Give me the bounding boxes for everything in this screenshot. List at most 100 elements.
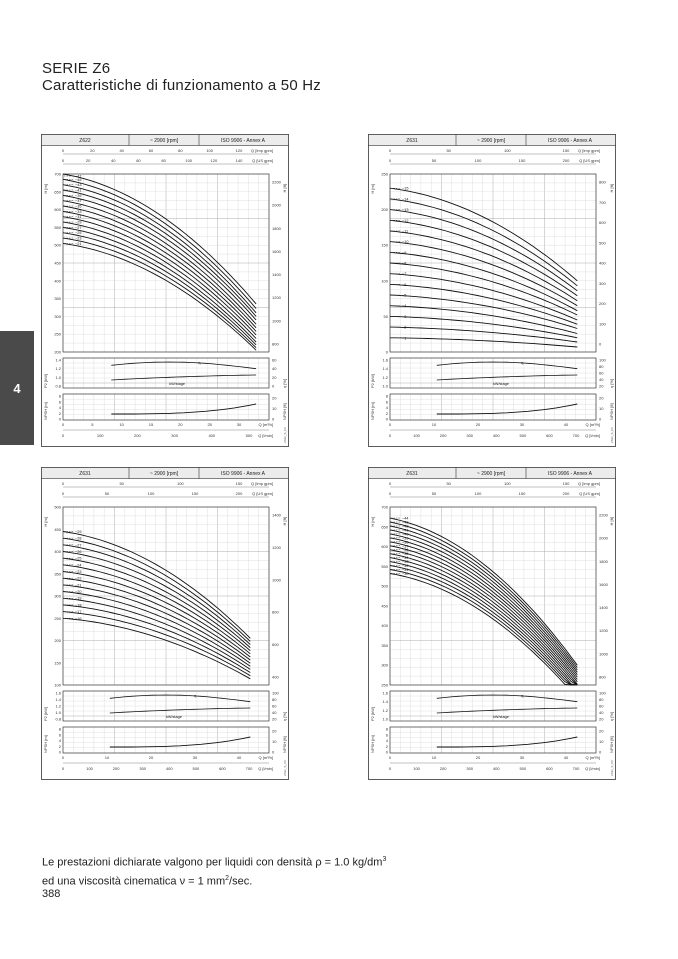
speed-label: ~ 2900 [rpm] — [150, 471, 179, 477]
stage-label: ~20 — [75, 590, 81, 594]
model-label: Z622 — [79, 138, 91, 144]
head-curve — [389, 561, 578, 686]
q-lmin-tick: 500 — [520, 433, 527, 438]
q-imp-tick: 20 — [90, 148, 95, 153]
stage-label: ~25 — [75, 557, 81, 561]
eff-symbol: η — [521, 693, 523, 698]
npsh-tick: 2 — [386, 744, 389, 749]
npsh-tick: 0 — [59, 417, 62, 422]
stage-label: ~23 — [75, 570, 81, 574]
q-us-unit: Q [US gpm] — [252, 158, 273, 163]
npsh-label: NPSH [m] — [370, 735, 375, 753]
head-curve — [389, 517, 578, 666]
h-ft-tick: 0 — [599, 342, 602, 347]
q-us-tick: 100 — [185, 158, 192, 163]
q-lmin-tick: 400 — [493, 433, 500, 438]
h-ft-tick: 400 — [272, 675, 279, 680]
q-imp-tick: 80 — [178, 148, 183, 153]
q-m3h-tick: 40 — [564, 422, 569, 427]
q-m3h-unit: Q [m³/h] — [586, 755, 600, 760]
q-m3h-tick: 30 — [520, 422, 525, 427]
head-curve — [389, 262, 578, 316]
chapter-tab[interactable]: 4 — [0, 331, 34, 445]
npsh-tick: 6 — [59, 732, 62, 737]
h-ft-tick: 600 — [599, 220, 606, 225]
stage-label: ~10 — [402, 240, 408, 244]
q-m3h-tick: 40 — [564, 755, 569, 760]
npsh-grid — [62, 393, 270, 421]
h-ft-tick: 1200 — [599, 628, 609, 633]
q-imp-tick: 50 — [446, 481, 451, 486]
head-curve — [62, 178, 257, 309]
eff-tick: 100 — [272, 691, 279, 696]
q-m3h-tick: 20 — [476, 422, 481, 427]
h-ft-tick: 2000 — [272, 203, 282, 208]
npsh-grid — [389, 726, 597, 754]
q-imp-unit: Q [Imp gpm] — [578, 148, 600, 153]
q-lmin-tick: 0 — [62, 433, 65, 438]
stage-label: ~19 — [75, 597, 81, 601]
h-ft-tick: 1200 — [272, 295, 282, 300]
head-curve — [62, 604, 251, 673]
h-tick: 250 — [381, 172, 388, 177]
eff-label: η [%] — [282, 712, 287, 721]
q-us-tick: 150 — [519, 491, 526, 496]
npsh-tick: 4 — [59, 738, 62, 743]
h-tick: 150 — [54, 660, 61, 665]
chart-z631-c: Z631 ~ 2900 [rpm] ISO 9906 - Annex A0 50 100… — [368, 467, 616, 780]
q-lmin-tick: 400 — [166, 766, 173, 771]
head-curve — [62, 216, 257, 336]
eff-tick: 20 — [272, 717, 277, 722]
stage-label: ~41 — [402, 528, 408, 532]
q-us-tick: 200 — [236, 491, 243, 496]
h-ft-tick: 1400 — [599, 605, 609, 610]
eff-label: η [%] — [609, 379, 614, 388]
npsh-tick: 0 — [386, 417, 389, 422]
npsh-tick: 2 — [386, 411, 389, 416]
h-ft-tick: 800 — [272, 342, 279, 347]
q-m3h-tick: 10 — [432, 422, 437, 427]
stage-label: ~37 — [402, 544, 408, 548]
head-curve — [389, 187, 578, 282]
head-curve — [62, 205, 257, 329]
npsh-ft-label: NPSH [ft] — [609, 736, 614, 753]
head-curve — [389, 315, 578, 339]
head-grid — [389, 173, 597, 353]
npsh-label: NPSH [m] — [43, 402, 48, 420]
head-curve — [62, 531, 251, 639]
q-imp-tick: 120 — [236, 148, 243, 153]
power-curve — [111, 374, 257, 381]
npsh-ft-tick: 20 — [272, 729, 277, 734]
h-tick: 650 — [381, 524, 388, 529]
q-us-tick: 140 — [236, 158, 243, 163]
eff-symbol: η — [521, 360, 523, 365]
stage-label: ~2 — [402, 326, 406, 330]
q-us-tick: 200 — [563, 491, 570, 496]
power-grid-frame — [389, 357, 597, 389]
h-tick: 450 — [381, 603, 388, 608]
chart-header — [41, 134, 289, 146]
pw-label: P2 [kW] — [370, 374, 375, 388]
h-tick: 600 — [381, 544, 388, 549]
h-tick: 250 — [54, 616, 61, 621]
head-curve — [389, 525, 578, 671]
head-curve — [62, 617, 251, 680]
h-tick: 500 — [54, 505, 61, 510]
q-imp-unit: Q [Imp gpm] — [578, 481, 600, 486]
stage-label: ~44 — [402, 517, 408, 521]
h-tick: 300 — [381, 663, 388, 668]
npsh-tick: 8 — [386, 727, 389, 732]
q-lmin-tick: 0 — [389, 433, 392, 438]
eff-tick: 60 — [599, 371, 604, 376]
q-imp-tick: 0 — [389, 481, 392, 486]
stage-label: ~11 — [402, 229, 408, 233]
h-ft-tick: 1200 — [272, 545, 282, 550]
standard-label: ISO 9906 - Annex A — [548, 471, 593, 477]
q-us-tick: 40 — [111, 158, 116, 163]
q-imp-tick: 100 — [206, 148, 213, 153]
h-ft-label: H [ft] — [282, 517, 287, 525]
eff-tick: 60 — [272, 704, 277, 709]
head-curve — [62, 597, 251, 670]
eff-tick: 100 — [599, 358, 606, 363]
head-grid-frame — [389, 506, 597, 686]
